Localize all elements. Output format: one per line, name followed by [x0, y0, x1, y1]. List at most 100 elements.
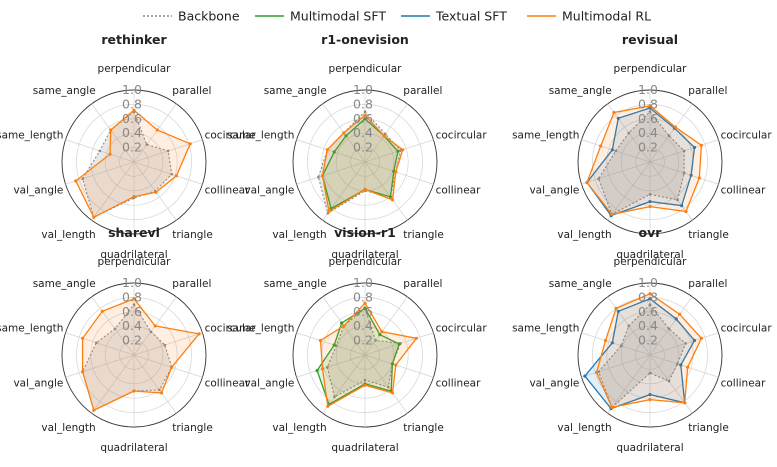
legend-label-textual-sft: Textual SFT [435, 9, 507, 24]
radial-tick-label: 0.6 [353, 111, 373, 126]
axis-label-collinear: collinear [436, 185, 481, 197]
axis-label-triangle: triangle [403, 229, 443, 241]
point-textual-sft [616, 309, 620, 313]
point-backbone [363, 378, 367, 382]
series-backbone [82, 110, 173, 219]
axis-label-perpendicular: perpendicular [614, 63, 688, 75]
grid-spoke [364, 354, 408, 414]
point-multimodal-rl [159, 391, 164, 395]
point-backbone [113, 327, 117, 331]
axis-label-same-length: same_length [0, 323, 63, 335]
point-multimodal-rl [132, 297, 136, 301]
grid-spoke [364, 354, 434, 378]
axis-label-val-length: val_length [557, 422, 611, 434]
point-backbone [684, 342, 687, 345]
radial-tick-label: 0.2 [638, 333, 658, 348]
axis-label-triangle: triangle [688, 422, 728, 434]
point-multimodal-rl [394, 170, 398, 174]
point-backbone [648, 303, 652, 306]
point-textual-sft [610, 148, 614, 152]
radial-tick-label: 0.8 [122, 289, 142, 304]
point-textual-sft [689, 173, 693, 177]
axis-label-triangle: triangle [172, 229, 212, 241]
point-multimodal-rl [327, 209, 331, 214]
point-multimodal-rl [363, 301, 367, 305]
point-multimodal-rl [81, 336, 85, 340]
radial-tick-label: 0.4 [353, 125, 373, 140]
axis-label-collinear: collinear [721, 378, 766, 390]
point-backbone [648, 193, 652, 196]
axis-label-val-angle: val_angle [13, 185, 63, 197]
point-backbone [158, 388, 161, 392]
point-multimodal-rl [414, 336, 418, 340]
point-backbone [145, 143, 148, 146]
legend-entry-backbone: Backbone [143, 9, 240, 24]
point-textual-sft [680, 204, 684, 208]
axis-label-collinear: collinear [205, 378, 250, 390]
axis-label-same-angle: same_angle [549, 85, 612, 97]
point-multimodal-rl [170, 365, 174, 369]
point-multimodal-rl [673, 125, 678, 129]
grid-spoke [91, 161, 135, 221]
point-backbone [619, 344, 623, 348]
point-multimodal-sft [332, 343, 336, 347]
point-multimodal-sft [340, 321, 344, 325]
point-backbone [627, 324, 631, 328]
radar-chart-revisual: revisual 0.20.40.60.81.0 perpendicularpara… [512, 32, 772, 261]
axis-label-quadrilateral: quadrilateral [331, 249, 398, 261]
axis-label-perpendicular: perpendicular [329, 256, 403, 268]
radial-tick-label: 0.8 [638, 289, 658, 304]
point-multimodal-rl [109, 128, 113, 132]
axis-label-val-angle: val_angle [13, 378, 63, 390]
axis-label-collinear: collinear [205, 185, 250, 197]
point-multimodal-sft [315, 369, 319, 373]
point-multimodal-rl [684, 209, 688, 214]
point-multimodal-rl [363, 113, 367, 117]
grid-spoke [364, 161, 434, 185]
point-multimodal-rl [342, 324, 346, 328]
axis-label-perpendicular: perpendicular [98, 256, 172, 268]
grid-spoke [364, 103, 408, 163]
grid-spoke [649, 332, 719, 356]
point-backbone [98, 149, 102, 153]
legend-entry-multimodal-rl: Multimodal RL [527, 9, 651, 24]
axis-label-same-length: same_length [227, 323, 294, 335]
point-multimodal-rl [326, 404, 330, 408]
point-backbone [667, 327, 671, 331]
axis-label-parallel: parallel [403, 85, 442, 97]
axis-label-same-length: same_length [512, 130, 579, 142]
axis-label-same-length: same_length [227, 130, 294, 142]
axis-label-triangle: triangle [403, 422, 443, 434]
point-textual-sft [648, 297, 652, 301]
point-textual-sft [583, 374, 587, 378]
point-multimodal-rl [74, 179, 78, 183]
point-backbone [676, 362, 679, 366]
point-multimodal-rl [380, 330, 384, 334]
point-multimodal-rl [401, 148, 405, 152]
grid-spoke [581, 161, 651, 185]
point-backbone [614, 149, 618, 153]
grid-spoke [296, 161, 366, 185]
point-multimodal-rl [603, 338, 608, 343]
grid-spoke [607, 161, 651, 221]
axis-label-val-angle: val_angle [529, 378, 579, 390]
point-multimodal-rl [382, 134, 386, 138]
axis-label-parallel: parallel [688, 278, 727, 290]
point-backbone [132, 303, 136, 306]
point-multimodal-rl [197, 332, 201, 336]
point-multimodal-rl [648, 292, 652, 296]
grid-spoke [364, 296, 408, 356]
point-multimodal-rl [92, 408, 96, 412]
grid-spoke [649, 354, 719, 378]
radial-tick-label: 1.0 [353, 275, 373, 290]
point-backbone [676, 198, 679, 202]
point-multimodal-rl [188, 142, 192, 146]
legend-entry-multimodal-sft: Multimodal SFT [255, 9, 386, 24]
grid-spoke [65, 332, 135, 356]
point-multimodal-rl [132, 108, 136, 112]
point-multimodal-rl [92, 215, 96, 219]
point-backbone [682, 149, 686, 153]
grid-spoke [133, 332, 203, 356]
legend-entry-textual-sft: Textual SFT [401, 9, 507, 24]
